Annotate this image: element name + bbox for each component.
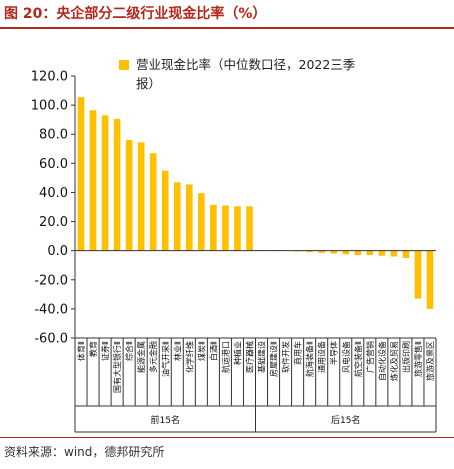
x-tick-label: 风电设备 — [341, 341, 351, 373]
bar — [366, 250, 374, 256]
y-tick-label: 40.0 — [39, 186, 68, 201]
x-tick-label: 商用车 — [293, 341, 303, 365]
cash-ratio-bar-chart: 120.0 100.0 80.0 60.0 40.0 20.0 0.0 -20.0 -40.0 -… — [31, 57, 437, 433]
x-tick-label: 油气开采Ⅱ — [160, 341, 170, 377]
legend: 营业现金比率（中位数口径，2022三季 报） — [119, 57, 356, 91]
x-tick-label: 国有大型银行Ⅱ — [112, 341, 122, 393]
x-tick-label: 半导体 — [329, 341, 339, 365]
bar — [113, 118, 121, 251]
x-tick-label: 种植业 — [232, 341, 242, 365]
x-tick-label: 教育 — [88, 341, 98, 357]
bar — [222, 205, 229, 251]
y-tick-label: 20.0 — [39, 215, 68, 230]
bar — [198, 193, 205, 251]
bar — [137, 142, 145, 251]
legend-label: 营业现金比率（中位数口径，2022三季 — [136, 57, 356, 72]
x-tick-label: 证券Ⅱ — [100, 341, 110, 361]
x-tick-label: 自动化设备 — [377, 341, 387, 381]
bar — [402, 250, 410, 258]
x-tick-label: 医疗器械 — [244, 341, 254, 373]
bar — [414, 250, 422, 299]
y-tick-label: -40.0 — [34, 302, 68, 317]
bar — [161, 170, 169, 251]
group-label: 前15名 — [151, 414, 180, 426]
bar — [306, 250, 313, 253]
bar — [77, 97, 85, 251]
x-tick-label: 出版印刷 — [401, 341, 411, 373]
x-tick-label: 航运港口 — [220, 341, 230, 373]
bar — [390, 250, 398, 257]
y-tick-label: -60.0 — [34, 332, 68, 347]
x-tick-label: 房屋建设Ⅱ — [269, 341, 279, 377]
bar — [330, 250, 338, 254]
bar — [125, 140, 133, 251]
group-label: 后15名 — [331, 414, 360, 426]
x-tick-label: 航空装备Ⅱ — [353, 341, 363, 377]
bar — [354, 250, 362, 256]
footer-divider — [0, 437, 454, 438]
page-title: 图 20：央企部分二级行业现金比率（%） — [4, 6, 267, 22]
x-tick-label: 煤炭Ⅱ — [196, 341, 206, 361]
y-tick-label: -20.0 — [34, 273, 68, 288]
x-axis: 体育Ⅱ 教育 证券Ⅱ 国有大型银行Ⅱ 综合Ⅱ 能源金属 多元金融 油气开采Ⅱ 林业Ⅱ 化学纤维 煤炭… — [74, 250, 437, 433]
x-tick-label: 旅游零售Ⅱ — [413, 341, 423, 377]
bars — [77, 97, 434, 309]
x-tick-label: 基础建设 — [257, 341, 267, 373]
x-tick-label: 体育Ⅱ — [76, 341, 86, 361]
bar — [101, 115, 109, 251]
x-tick-label: 广告营销 — [365, 341, 375, 373]
bar — [378, 250, 386, 256]
y-tick-label: 0.0 — [47, 244, 68, 259]
bar — [149, 153, 157, 251]
y-tick-label: 80.0 — [39, 128, 68, 143]
x-tick-label: 炼化及贸易 — [389, 341, 399, 381]
x-tick-label: 综合Ⅱ — [124, 341, 134, 361]
x-tick-label: 航海装备Ⅱ — [305, 341, 315, 377]
x-tick-label: 林业Ⅱ — [172, 341, 182, 361]
bar — [246, 206, 253, 251]
bar — [234, 206, 241, 251]
bar — [426, 250, 434, 309]
x-tick-label: 旅游及景区 — [425, 341, 435, 381]
bar — [318, 250, 325, 253]
source-note: 资料来源：wind，德邦研究所 — [4, 445, 165, 459]
x-tick-label: 多元金融 — [148, 341, 158, 373]
legend-label-continued: 报） — [136, 76, 161, 91]
bar — [89, 110, 97, 251]
y-tick-label: 120.0 — [31, 70, 68, 85]
y-axis: 120.0 100.0 80.0 60.0 40.0 20.0 0.0 -20.0 -40.0 -… — [31, 70, 76, 347]
x-tick-label: 通用设备 — [317, 341, 327, 373]
x-tick-label: 软件开发 — [281, 341, 291, 373]
x-tick-label: 化学纤维 — [184, 341, 194, 373]
y-tick-label: 100.0 — [31, 99, 68, 114]
x-tick-label: 能源金属 — [136, 341, 146, 373]
legend-swatch — [119, 60, 129, 70]
title-divider — [0, 27, 454, 29]
x-tick-label: 白酒Ⅱ — [208, 341, 218, 361]
bar — [342, 250, 350, 255]
bar — [173, 182, 181, 251]
bar — [210, 204, 217, 251]
y-tick-label: 60.0 — [39, 157, 68, 172]
bar — [186, 184, 193, 251]
